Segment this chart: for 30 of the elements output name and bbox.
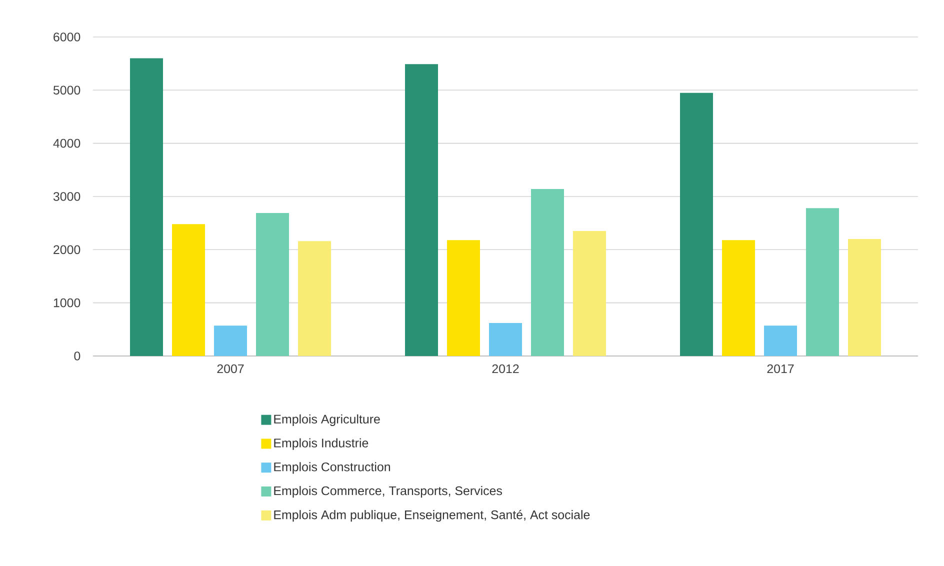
bar [722,240,756,356]
legend-label: Emplois Adm publique, Enseignement, Santé, Act sociale [274,510,590,522]
y-tick-label: 0 [74,352,80,360]
legend-label: Emplois Construction [274,462,390,474]
bar [214,326,248,356]
bar [680,92,714,356]
bar [298,241,332,356]
bar [447,240,480,356]
bar [256,212,290,356]
x-tick-label: 2007 [217,364,244,374]
legend-label: Emplois Commerce, Transports, Services [274,486,502,498]
bar [764,326,798,356]
bar [130,58,164,356]
bar [172,224,206,356]
y-tick-label: 4000 [53,138,80,148]
legend-label: Emplois Industrie [274,438,368,450]
legend-label: Emplois Agriculture [274,414,380,426]
y-tick-label: 5000 [53,86,80,95]
x-tick-label: 2017 [767,364,794,374]
bar [573,231,606,356]
bar [848,239,882,356]
y-tick-label: 2000 [54,245,80,254]
bar [405,64,438,356]
y-tick-label: 6000 [54,32,80,42]
bar [489,323,522,356]
y-tick-label: 3000 [53,192,80,201]
y-tick-label: 1000 [54,298,80,308]
bar [806,208,840,356]
x-tick-label: 2012 [492,364,519,374]
bar [531,189,564,356]
